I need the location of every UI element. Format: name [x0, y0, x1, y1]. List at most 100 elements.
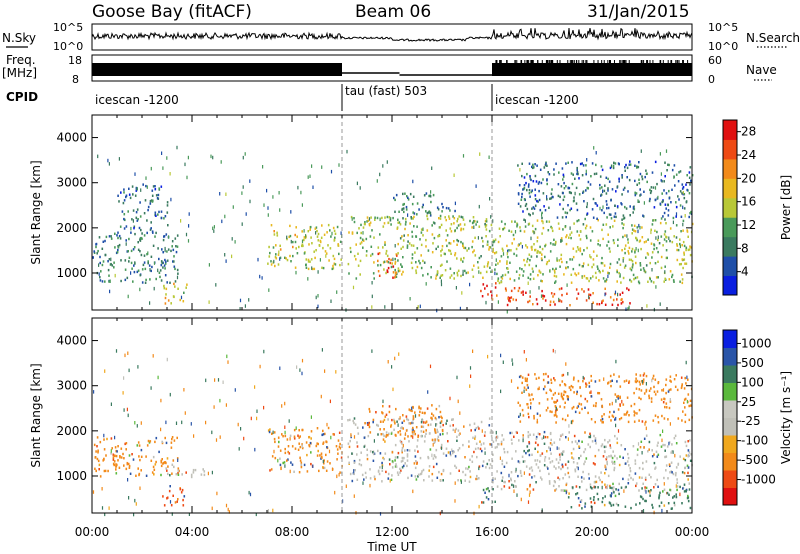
range-gate-cell — [385, 252, 387, 255]
range-gate-cell — [301, 446, 304, 450]
range-gate-cell — [120, 259, 122, 262]
range-gate-cell — [270, 260, 272, 263]
range-gate-cell — [525, 202, 528, 206]
range-gate-cell — [640, 495, 643, 499]
range-gate-cell — [161, 261, 163, 265]
range-gate-cell — [376, 179, 378, 183]
range-gate-cell — [638, 161, 640, 164]
range-gate-cell — [560, 237, 563, 240]
range-gate-cell — [633, 208, 636, 211]
range-gate-cell — [554, 271, 556, 274]
range-gate-cell — [563, 273, 565, 276]
range-gate-cell — [369, 468, 371, 471]
x-tick-label: 00:00 — [75, 525, 110, 539]
range-gate-cell — [618, 177, 620, 180]
range-gate-cell — [564, 401, 566, 404]
range-gate-cell — [454, 252, 457, 255]
range-gate-cell — [471, 221, 474, 225]
range-gate-cell — [359, 273, 361, 276]
range-gate-cell — [612, 503, 615, 507]
range-gate-cell — [670, 380, 672, 383]
range-gate-cell — [597, 267, 599, 270]
range-gate-cell — [172, 459, 175, 462]
range-gate-cell — [639, 495, 642, 498]
range-gate-cell — [614, 162, 617, 165]
range-gate-cell — [183, 291, 185, 294]
range-gate-cell — [134, 232, 136, 236]
range-gate-cell — [273, 230, 275, 233]
range-gate-cell — [136, 444, 139, 447]
range-gate-cell — [268, 245, 270, 249]
range-gate-cell — [268, 255, 271, 258]
range-gate-cell — [689, 166, 692, 169]
range-gate-cell — [678, 198, 680, 201]
range-gate-cell — [547, 171, 549, 174]
range-gate-cell — [413, 225, 415, 228]
range-gate-cell — [457, 239, 460, 243]
range-gate-cell — [308, 243, 310, 246]
range-gate-cell — [680, 386, 683, 390]
range-gate-cell — [536, 199, 538, 203]
range-gate-cell — [484, 225, 487, 228]
range-gate-cell — [612, 239, 615, 242]
range-gate-cell — [293, 435, 296, 438]
range-gate-cell — [667, 390, 670, 393]
range-gate-cell — [123, 188, 125, 191]
range-gate-cell — [453, 217, 456, 220]
range-gate-cell — [389, 217, 392, 220]
range-gate-cell — [634, 179, 636, 183]
range-gate-cell — [628, 258, 631, 261]
range-gate-cell — [146, 231, 148, 235]
range-gate-cell — [640, 149, 642, 153]
range-gate-cell — [372, 420, 374, 424]
range-gate-cell — [186, 283, 188, 286]
range-gate-cell — [668, 406, 671, 410]
range-gate-cell — [666, 256, 668, 260]
range-gate-cell — [558, 453, 561, 456]
range-gate-cell — [585, 173, 587, 176]
range-gate-cell — [544, 244, 546, 248]
range-gate-cell — [531, 245, 533, 249]
range-gate-cell — [162, 251, 164, 254]
range-gate-cell — [394, 276, 396, 279]
range-gate-cell — [160, 459, 162, 463]
range-gate-cell — [453, 450, 455, 454]
range-gate-cell — [528, 183, 530, 186]
range-gate-cell — [616, 270, 618, 274]
range-gate-cell — [691, 222, 694, 226]
range-gate-cell — [325, 252, 328, 255]
range-gate-cell — [224, 253, 226, 257]
range-gate-cell — [676, 244, 679, 247]
range-gate-cell — [381, 411, 383, 414]
range-gate-cell — [568, 475, 571, 479]
range-gate-cell — [649, 188, 651, 192]
range-gate-cell — [400, 247, 402, 250]
range-gate-cell — [141, 268, 144, 271]
range-gate-cell — [192, 468, 195, 472]
range-gate-cell — [360, 223, 362, 227]
range-gate-cell — [496, 272, 498, 276]
range-gate-cell — [660, 501, 663, 504]
range-gate-cell — [662, 200, 664, 203]
range-gate-cell — [546, 164, 548, 167]
range-gate-cell — [530, 178, 532, 182]
range-gate-cell — [560, 300, 563, 303]
range-gate-cell — [617, 408, 620, 411]
range-gate-cell — [306, 453, 308, 457]
range-gate-cell — [639, 374, 642, 377]
range-gate-cell — [369, 410, 371, 413]
range-gate-cell — [555, 458, 558, 461]
range-gate-cell — [415, 261, 417, 264]
range-gate-cell — [113, 463, 115, 467]
range-gate-cell — [541, 478, 543, 481]
range-gate-cell — [401, 456, 404, 460]
range-gate-cell — [671, 168, 674, 172]
range-gate-cell — [600, 193, 603, 196]
range-gate-cell — [383, 457, 385, 461]
range-gate-cell — [399, 430, 401, 433]
range-gate-cell — [387, 434, 389, 437]
range-gate-cell — [510, 477, 512, 480]
range-gate-cell — [364, 221, 366, 224]
range-gate-cell — [331, 267, 334, 271]
